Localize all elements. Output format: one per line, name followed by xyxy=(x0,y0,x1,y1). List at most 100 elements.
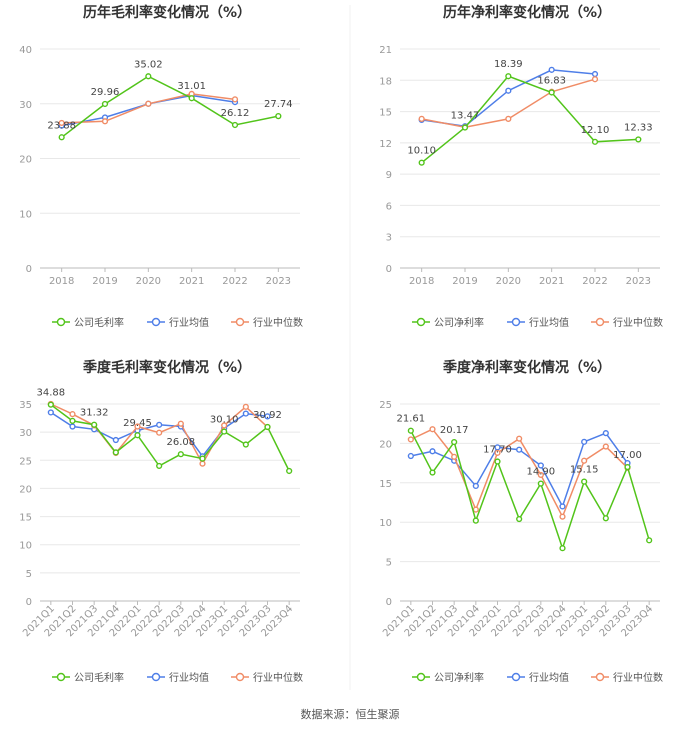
y-tick-label: 30 xyxy=(19,100,32,111)
data-label: 17.70 xyxy=(483,445,512,456)
chart-panel-4: 季度净利率变化情况（%）05101520252021Q12021Q22021Q3… xyxy=(379,359,663,684)
data-label: 17.00 xyxy=(613,450,642,461)
x-tick-label: 2022 xyxy=(222,276,247,287)
series-line xyxy=(410,430,650,551)
data-point xyxy=(472,506,479,513)
legend-label: 公司净利率 xyxy=(434,316,484,329)
y-tick-label: 5 xyxy=(26,569,32,580)
data-label: 35.02 xyxy=(134,59,163,70)
data-point xyxy=(505,73,512,80)
y-tick-label: 10 xyxy=(379,518,392,529)
data-label: 12.33 xyxy=(624,122,653,133)
x-tick-label: 2022 xyxy=(582,276,607,287)
data-point xyxy=(134,432,141,439)
x-tick-label: 2018 xyxy=(409,276,434,287)
legend-marker xyxy=(235,317,245,327)
y-tick-label: 3 xyxy=(386,233,392,244)
y-tick-label: 30 xyxy=(19,428,32,439)
legend-label: 行业均值 xyxy=(169,671,209,684)
y-tick-label: 25 xyxy=(19,456,32,467)
data-point xyxy=(602,430,609,437)
data-point xyxy=(407,436,414,443)
legend-marker xyxy=(595,672,605,682)
data-point xyxy=(537,471,544,479)
data-point xyxy=(69,423,76,430)
data-point xyxy=(242,410,249,417)
data-point xyxy=(516,446,523,453)
data-label: 26.08 xyxy=(167,437,196,448)
data-label: 13.47 xyxy=(451,111,480,122)
y-tick-label: 0 xyxy=(386,264,392,275)
data-point xyxy=(188,95,195,102)
data-point xyxy=(242,441,249,448)
x-tick-label: 2023 xyxy=(626,276,651,287)
y-tick-label: 20 xyxy=(19,484,32,495)
legend-marker xyxy=(416,672,426,682)
data-point xyxy=(461,124,469,131)
data-label: 31.32 xyxy=(80,408,109,419)
y-tick-label: 40 xyxy=(19,45,32,56)
x-tick-label: 2019 xyxy=(92,276,117,287)
data-label: 29.96 xyxy=(91,87,120,98)
data-point xyxy=(429,426,436,433)
data-point xyxy=(112,449,119,456)
data-label: 23.88 xyxy=(47,120,76,131)
x-tick-label: 2021 xyxy=(539,276,564,287)
chart-title: 季度毛利率变化情况（%） xyxy=(82,359,251,376)
series-line xyxy=(50,404,290,472)
chart-panel-1: 历年毛利率变化情况（%） 0 10 20 30 40 2018 2019 2020 2021 202… xyxy=(19,4,303,329)
data-point xyxy=(494,449,501,456)
data-point xyxy=(156,421,163,428)
data-point xyxy=(145,100,152,107)
data-point xyxy=(112,436,119,444)
data-label: 26.12 xyxy=(221,108,250,119)
data-point xyxy=(221,428,228,435)
y-tick-label: 5 xyxy=(386,558,392,569)
y-tick-label: 0 xyxy=(26,264,32,275)
legend-marker xyxy=(511,317,521,327)
data-point xyxy=(635,136,642,143)
data-point xyxy=(177,420,184,427)
legend-label: 行业中位数 xyxy=(253,671,303,684)
legend-marker xyxy=(56,672,66,682)
data-point xyxy=(145,73,152,80)
x-tick-label: 2020 xyxy=(136,276,161,287)
source-note: 数据来源：恒生聚源 xyxy=(300,708,400,721)
x-tick-label: 2019 xyxy=(452,276,477,287)
data-label: 14.90 xyxy=(527,467,556,478)
legend-label: 行业均值 xyxy=(529,316,569,329)
y-tick-label: 18 xyxy=(379,76,392,87)
y-tick-label: 25 xyxy=(379,400,392,411)
data-point xyxy=(451,453,458,460)
data-label: 29.45 xyxy=(123,418,152,429)
legend: 公司毛利率 行业均值 行业中位数 xyxy=(52,316,303,329)
data-point xyxy=(624,463,631,471)
data-label: 34.88 xyxy=(37,388,66,399)
data-point xyxy=(231,121,239,129)
legend-marker xyxy=(56,317,66,327)
data-label: 20.17 xyxy=(440,425,469,436)
data-point xyxy=(69,411,76,418)
data-point xyxy=(156,429,163,436)
y-tick-label: 10 xyxy=(19,541,32,552)
data-point xyxy=(646,537,653,544)
series-line xyxy=(61,75,279,138)
data-point xyxy=(91,421,98,428)
data-point xyxy=(199,460,206,467)
legend: 公司净利率 行业均值 行业中位数 xyxy=(412,316,663,329)
y-tick-label: 12 xyxy=(379,139,392,150)
legend: 公司净利率 行业均值 行业中位数 xyxy=(412,671,663,684)
data-point xyxy=(559,545,566,552)
legend-label: 行业均值 xyxy=(169,316,209,329)
legend-label: 行业中位数 xyxy=(613,316,663,329)
y-tick-label: 21 xyxy=(379,45,392,56)
data-point xyxy=(275,113,282,120)
data-point xyxy=(101,100,109,108)
legend-marker xyxy=(151,317,161,327)
y-tick-label: 9 xyxy=(386,170,392,181)
x-tick-label: 2021 xyxy=(179,276,204,287)
legend-label: 行业中位数 xyxy=(613,671,663,684)
data-label: 21.61 xyxy=(397,414,426,425)
legend-marker xyxy=(511,672,521,682)
